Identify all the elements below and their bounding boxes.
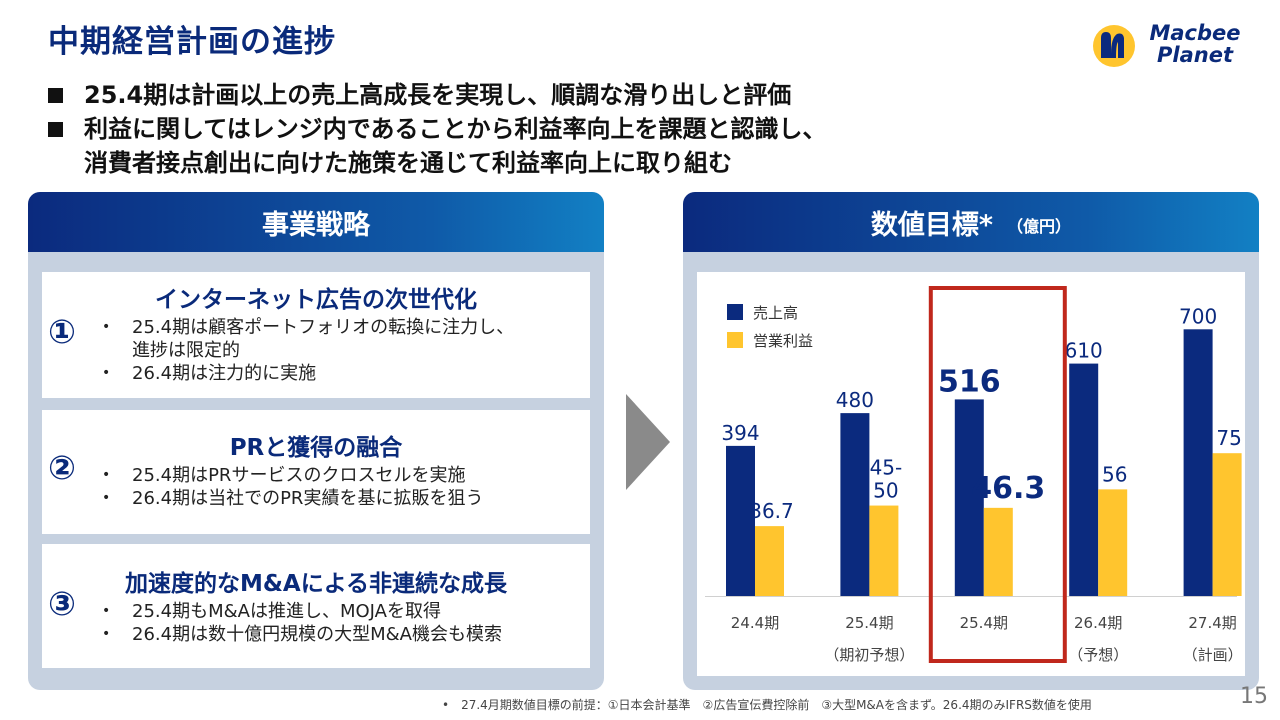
bar-revenue	[1183, 329, 1213, 596]
logo-text-line2: Planet	[1157, 43, 1233, 67]
x-tick-sublabel: （期初予想）	[824, 646, 914, 664]
list-item: • 26.4期は当社でのPR実績を基に拡販を狙う	[102, 487, 582, 510]
targets-unit: （億円）	[1007, 217, 1072, 236]
company-logo: Macbee Planet	[1092, 22, 1252, 70]
square-bullet-icon	[48, 122, 63, 137]
x-tick-label: 25.4期	[960, 614, 1008, 632]
legend-label-revenue: 売上高	[753, 304, 798, 322]
strategy-card-number: ②	[48, 448, 76, 487]
legend-swatch-revenue	[727, 304, 743, 320]
strategy-card-title: 加速度的なM&Aによる非連続な成長	[124, 571, 508, 597]
targets-header-text: 数値目標*	[870, 209, 994, 241]
list-item: • 26.4期は数十億円規模の大型M&A機会も模索	[102, 623, 582, 646]
data-label-operating-profit: 75	[1216, 426, 1241, 450]
summary-bullet-2: 利益に関してはレンジ内であることから利益率向上を課題と認識し、	[48, 112, 1148, 146]
footnote: • 27.4月期数値目標の前提：①日本会計基準 ②広告宣伝費控除前 ③大型M&A…	[442, 698, 1092, 712]
bar-operating-profit	[869, 505, 899, 596]
dot-bullet-icon: •	[102, 467, 111, 483]
dot-bullet-icon: •	[102, 626, 111, 642]
list-item-text: 26.4期は注力的に実施	[132, 363, 317, 384]
strategy-card-items: • 25.4期もM&Aは推進し、MOJAを取得 • 26.4期は数十億円規模の大型M…	[102, 600, 582, 646]
list-item-text: 25.4期は顧客ポートフォリオの転換に注力し、	[132, 317, 515, 338]
bar-revenue	[1069, 363, 1099, 596]
x-tick-label: 24.4期	[731, 614, 779, 632]
summary-bullet-2-continuation: 消費者接点創出に向けた施策を通じて利益率向上に取り組む	[84, 149, 732, 177]
targets-header: 数値目標* （億円）	[683, 192, 1259, 252]
data-label-operating-profit: 45-	[870, 456, 903, 480]
strategy-card-title: PRと獲得の融合	[229, 435, 403, 461]
page-number: 15	[1240, 684, 1268, 709]
bar-revenue	[954, 399, 984, 596]
strategy-card-2: PRと獲得の融合 ② • 25.4期はPRサービスのクロスセルを実施 • 26.4期…	[42, 410, 590, 534]
list-item-text: 26.4期は数十億円規模の大型M&A機会も模索	[132, 624, 502, 645]
dot-bullet-icon: •	[102, 319, 111, 335]
targets-panel: 数値目標* （億円） 394 36.7 24.4期 480 45- 50 25.4期 （期初予…	[683, 192, 1259, 690]
bar-revenue	[726, 445, 755, 596]
x-tick-label: 27.4期	[1188, 614, 1236, 632]
square-bullet-icon	[48, 88, 63, 103]
data-label-operating-profit: 36.7	[749, 499, 794, 523]
list-item: • 25.4期もM&Aは推進し、MOJAを取得	[102, 600, 582, 623]
x-tick-label: 25.4期	[845, 614, 893, 632]
list-item: • 25.4期は顧客ポートフォリオの転換に注力し、	[102, 316, 582, 339]
strategy-header-text: 事業戦略	[262, 209, 370, 241]
data-label-revenue: 700	[1179, 304, 1217, 328]
targets-chart: 394 36.7 24.4期 480 45- 50 25.4期 （期初予想） 516 46.3 25…	[697, 272, 1245, 676]
summary-bullet-1: 25.4期は計画以上の売上高成長を実現し、順調な滑り出しと評価	[48, 78, 1148, 112]
strategy-card-3: 加速度的なM&Aによる非連続な成長 ③ • 25.4期もM&Aは推進し、MOJAを…	[42, 544, 590, 668]
highlight-frame	[928, 286, 1067, 663]
arrow-right-icon	[626, 394, 670, 490]
list-item-text: 進捗は限定的	[132, 340, 240, 361]
data-label-revenue: 610	[1065, 339, 1103, 363]
bar-operating-profit	[1098, 489, 1128, 596]
data-label-revenue: 480	[836, 388, 874, 412]
logo-mark-icon	[1093, 25, 1135, 67]
data-label-operating-profit: 56	[1102, 462, 1127, 486]
summary-bullets: 25.4期は計画以上の売上高成長を実現し、順調な滑り出しと評価 利益に関してはレ…	[48, 78, 1148, 180]
strategy-panel: 事業戦略 インターネット広告の次世代化 ① • 25.4期は顧客ポートフォリオの転…	[28, 192, 604, 690]
list-item-text: 26.4期は当社でのPR実績を基に拡販を狙う	[132, 488, 484, 509]
dot-bullet-icon: •	[102, 490, 111, 506]
dot-bullet-icon: •	[102, 365, 111, 381]
bar-revenue	[840, 413, 870, 596]
list-item-text: 25.4期もM&Aは推進し、MOJAを取得	[132, 601, 441, 622]
bar-operating-profit	[1212, 453, 1242, 596]
logo-text-line1: Macbee	[1149, 21, 1241, 45]
list-item-text: 25.4期はPRサービスのクロスセルを実施	[132, 465, 466, 486]
legend-swatch-operating-profit	[727, 332, 743, 348]
list-item: • 26.4期は注力的に実施	[102, 362, 582, 385]
list-item: • 25.4期はPRサービスのクロスセルを実施	[102, 464, 582, 487]
summary-bullet-2-text: 利益に関してはレンジ内であることから利益率向上を課題と認識し、	[84, 115, 827, 143]
data-label-revenue: 516	[938, 364, 1001, 399]
strategy-card-items: • 25.4期はPRサービスのクロスセルを実施 • 26.4期は当社でのPR実績を基…	[102, 464, 582, 510]
list-item: 進捗は限定的	[102, 339, 582, 362]
legend-label-operating-profit: 営業利益	[753, 332, 813, 350]
strategy-header: 事業戦略	[28, 192, 604, 252]
strategy-card-items: • 25.4期は顧客ポートフォリオの転換に注力し、 進捗は限定的 • 26.4期は注…	[102, 316, 582, 385]
x-tick-label: 26.4期	[1074, 614, 1122, 632]
data-label-operating-profit: 46.3	[971, 471, 1045, 506]
strategy-card-1: インターネット広告の次世代化 ① • 25.4期は顧客ポートフォリオの転換に注力し…	[42, 272, 590, 398]
summary-bullet-1-text: 25.4期は計画以上の売上高成長を実現し、順調な滑り出しと評価	[84, 81, 792, 109]
data-label-operating-profit: 50	[873, 479, 898, 503]
page-title: 中期経営計画の進捗	[48, 24, 336, 60]
strategy-card-number: ③	[48, 584, 76, 623]
dot-bullet-icon: •	[102, 603, 111, 619]
bar-operating-profit	[755, 526, 784, 596]
x-tick-sublabel: （計画）	[1183, 646, 1243, 664]
data-label-revenue: 394	[721, 421, 759, 445]
bar-chart: 394 36.7 24.4期 480 45-50 25.4期 （期初予想） 516 46.3 25…	[705, 286, 1243, 664]
bar-operating-profit	[983, 507, 1013, 596]
strategy-card-title: インターネット広告の次世代化	[155, 287, 477, 313]
summary-bullet-2-cont: 消費者接点創出に向けた施策を通じて利益率向上に取り組む	[48, 146, 1148, 180]
x-tick-sublabel: （予想）	[1068, 646, 1128, 664]
strategy-card-number: ①	[48, 312, 76, 351]
